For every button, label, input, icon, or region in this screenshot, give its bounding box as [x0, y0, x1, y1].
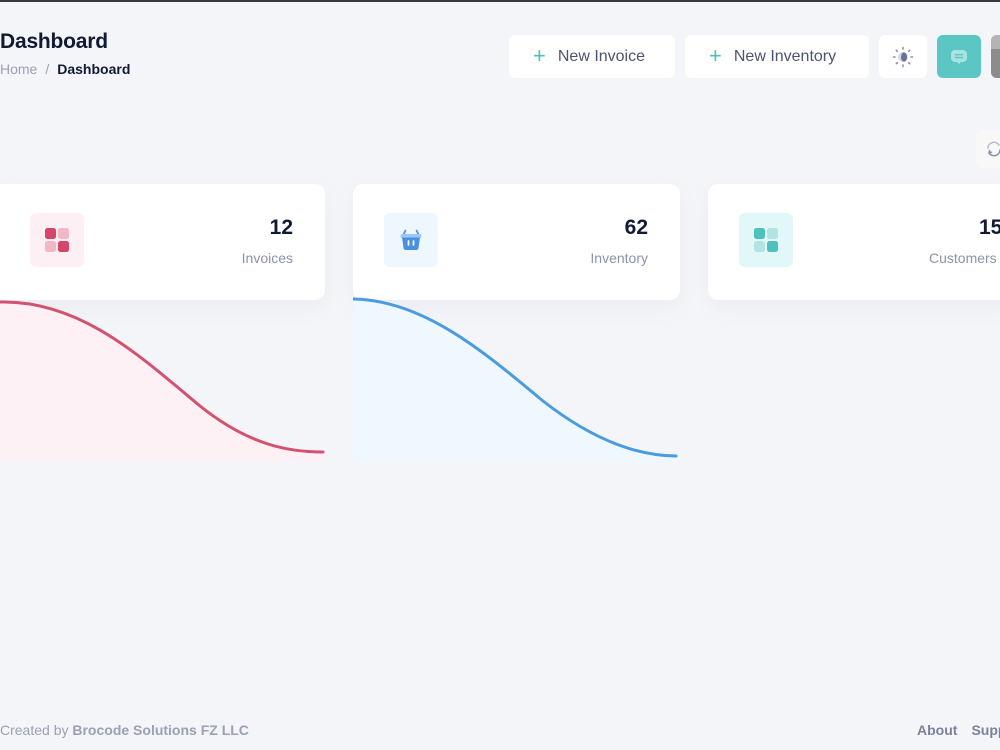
- invoices-label: Invoices: [241, 250, 293, 266]
- page-title: Dashboard: [0, 30, 108, 53]
- chat-button[interactable]: [937, 35, 981, 78]
- new-invoice-label: New Invoice: [557, 47, 646, 65]
- invoices-count: 12: [269, 216, 293, 239]
- grid-icon: [754, 228, 778, 252]
- inventory-sparkline: [353, 297, 678, 462]
- breadcrumb-separator: /: [45, 61, 50, 77]
- inventory-label: Inventory: [590, 250, 648, 266]
- footer-credit: Created by Brocode Solutions FZ LLC: [0, 722, 249, 738]
- invoices-icon-box: [30, 213, 84, 267]
- stat-card-customers[interactable]: 15 Customers: [708, 184, 1000, 300]
- stat-card-inventory[interactable]: 62 Inventory: [353, 184, 680, 300]
- breadcrumb-home[interactable]: Home: [0, 61, 38, 77]
- basket-icon: [400, 229, 422, 250]
- customers-label: Customers: [929, 250, 997, 266]
- new-invoice-button[interactable]: + New Invoice: [509, 35, 675, 78]
- footer-company-link[interactable]: Brocode Solutions FZ LLC: [72, 722, 249, 738]
- grid-icon: [45, 228, 69, 252]
- customers-icon-box: [739, 213, 793, 267]
- theme-toggle-button[interactable]: [879, 35, 927, 78]
- sun-moon-icon: [892, 46, 914, 67]
- breadcrumb: Home / Dashboard: [0, 61, 130, 77]
- refresh-button[interactable]: [976, 130, 1000, 168]
- chat-icon: [951, 49, 967, 64]
- plus-icon: +: [709, 42, 722, 68]
- stat-card-invoices[interactable]: 12 Invoices: [0, 184, 325, 300]
- top-border: [0, 0, 1000, 2]
- invoices-sparkline: [0, 300, 325, 462]
- breadcrumb-current: Dashboard: [57, 61, 131, 77]
- new-inventory-button[interactable]: + New Inventory: [685, 35, 869, 78]
- footer-created-prefix: Created by: [0, 722, 69, 738]
- inventory-icon-box: [384, 213, 438, 267]
- header-actions: + New Invoice + New Inventory: [509, 35, 1000, 78]
- customers-count: 15: [979, 216, 1000, 239]
- user-avatar[interactable]: [991, 35, 1000, 78]
- footer-link-about[interactable]: About: [917, 722, 958, 738]
- plus-icon: +: [533, 42, 546, 68]
- inventory-count: 62: [624, 216, 648, 239]
- refresh-icon: [987, 141, 1000, 157]
- footer-link-support[interactable]: Support: [971, 722, 1000, 738]
- footer-links: About Support: [917, 722, 1000, 738]
- new-inventory-label: New Inventory: [733, 47, 837, 65]
- avatar-image: [991, 35, 1000, 78]
